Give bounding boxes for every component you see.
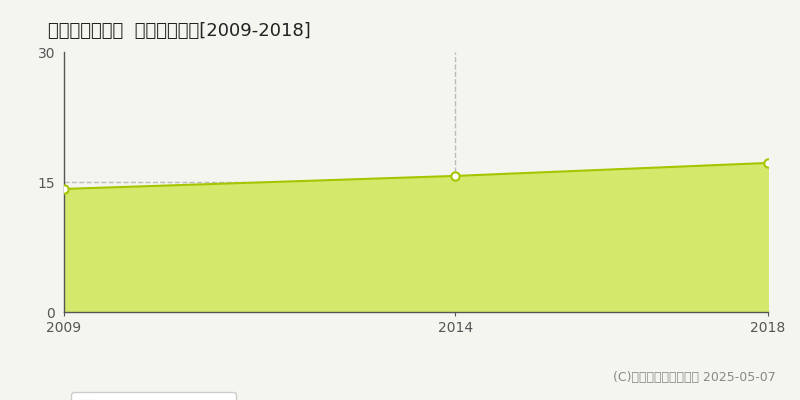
Legend: 住宅価格 平均坪単価(万円/坪): 住宅価格 平均坪単価(万円/坪) (71, 392, 236, 400)
Text: 別府市亀川東町  住宅価格推移[2009-2018]: 別府市亀川東町 住宅価格推移[2009-2018] (48, 22, 310, 40)
Text: (C)土地価格ドットコム 2025-05-07: (C)土地価格ドットコム 2025-05-07 (614, 371, 776, 384)
